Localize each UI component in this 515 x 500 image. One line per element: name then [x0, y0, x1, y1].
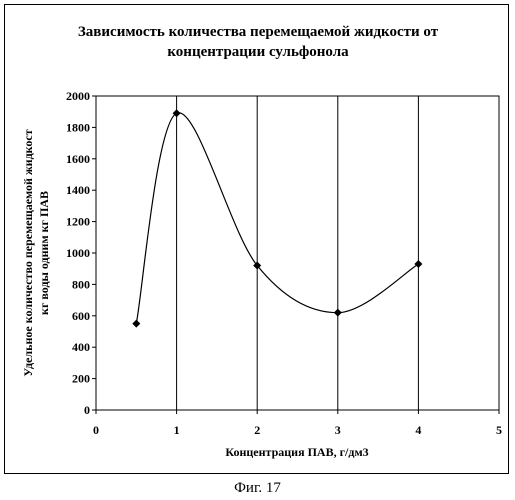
plot-area: 0 200 400 600 800 1000 1200 1400 1600 1800 2000 0 1 2…: [66, 89, 502, 437]
data-point-3: [334, 309, 342, 317]
plot-border: [96, 96, 499, 410]
y-tick-label: 1000: [66, 246, 90, 260]
chart-title-line-2: концентрации сульфонола: [167, 44, 349, 60]
y-tick-label: 0: [84, 403, 90, 417]
x-tick-label: 0: [93, 423, 99, 437]
y-tick-label: 1600: [66, 152, 90, 166]
chart: Зависимость количества перемещаемой жидк…: [0, 0, 515, 470]
y-tick-label: 1800: [66, 120, 90, 134]
data-point-4: [414, 260, 422, 268]
series-line: [136, 113, 418, 324]
y-tick-label: 800: [72, 277, 90, 291]
x-axis-title: Концентрация ПАВ, г/дм3: [225, 445, 368, 459]
x-tick-label: 2: [254, 423, 260, 437]
y-tick-label: 400: [72, 340, 90, 354]
y-tick-label: 1400: [66, 183, 90, 197]
y-tick-label: 600: [72, 309, 90, 323]
data-point-0: [132, 320, 140, 328]
x-tick-label: 4: [415, 423, 421, 437]
y-axis-title-line-2: кг воды одним кг ПАВ: [37, 191, 51, 315]
figure-caption: Фиг. 17: [0, 480, 515, 497]
y-tick-label: 1200: [66, 215, 90, 229]
y-tick-label: 200: [72, 372, 90, 386]
y-axis-title-line-1: Удельное количество перемещаемой жидкост: [21, 129, 35, 376]
x-tick-label: 3: [335, 423, 341, 437]
y-tick-label: 2000: [66, 89, 90, 103]
x-tick-label: 1: [174, 423, 180, 437]
x-tick-label: 5: [496, 423, 502, 437]
chart-title-line-1: Зависимость количества перемещаемой жидк…: [78, 24, 439, 40]
